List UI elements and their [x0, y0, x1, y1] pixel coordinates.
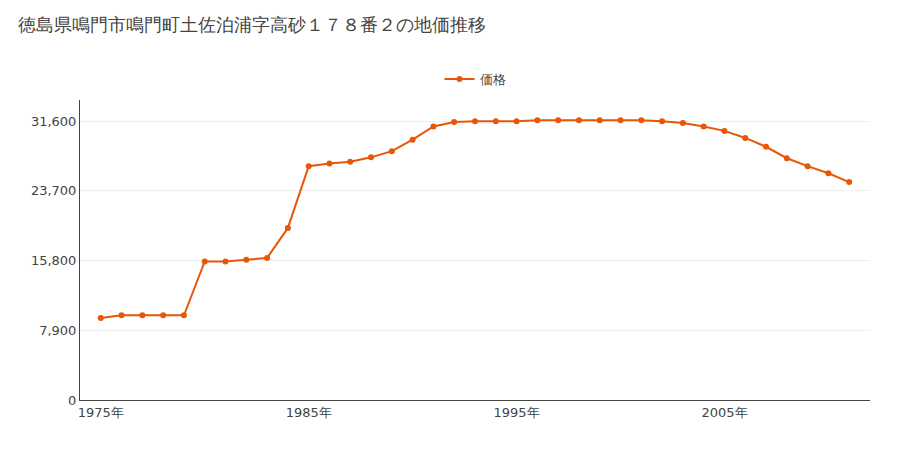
svg-text:2005年: 2005年 — [701, 405, 747, 420]
svg-text:1985年: 1985年 — [286, 405, 332, 420]
svg-text:15,800: 15,800 — [31, 253, 77, 268]
svg-text:0: 0 — [68, 393, 76, 408]
svg-text:価格: 価格 — [480, 72, 506, 87]
svg-text:1975年: 1975年 — [78, 405, 124, 420]
svg-text:7,900: 7,900 — [39, 323, 76, 338]
svg-text:31,600: 31,600 — [31, 114, 77, 129]
svg-text:1995年: 1995年 — [494, 405, 540, 420]
svg-text:徳島県鳴門市鳴門町土佐泊浦字高砂１７８番２の地価推移: 徳島県鳴門市鳴門町土佐泊浦字高砂１７８番２の地価推移 — [18, 14, 486, 35]
svg-text:23,700: 23,700 — [31, 183, 77, 198]
